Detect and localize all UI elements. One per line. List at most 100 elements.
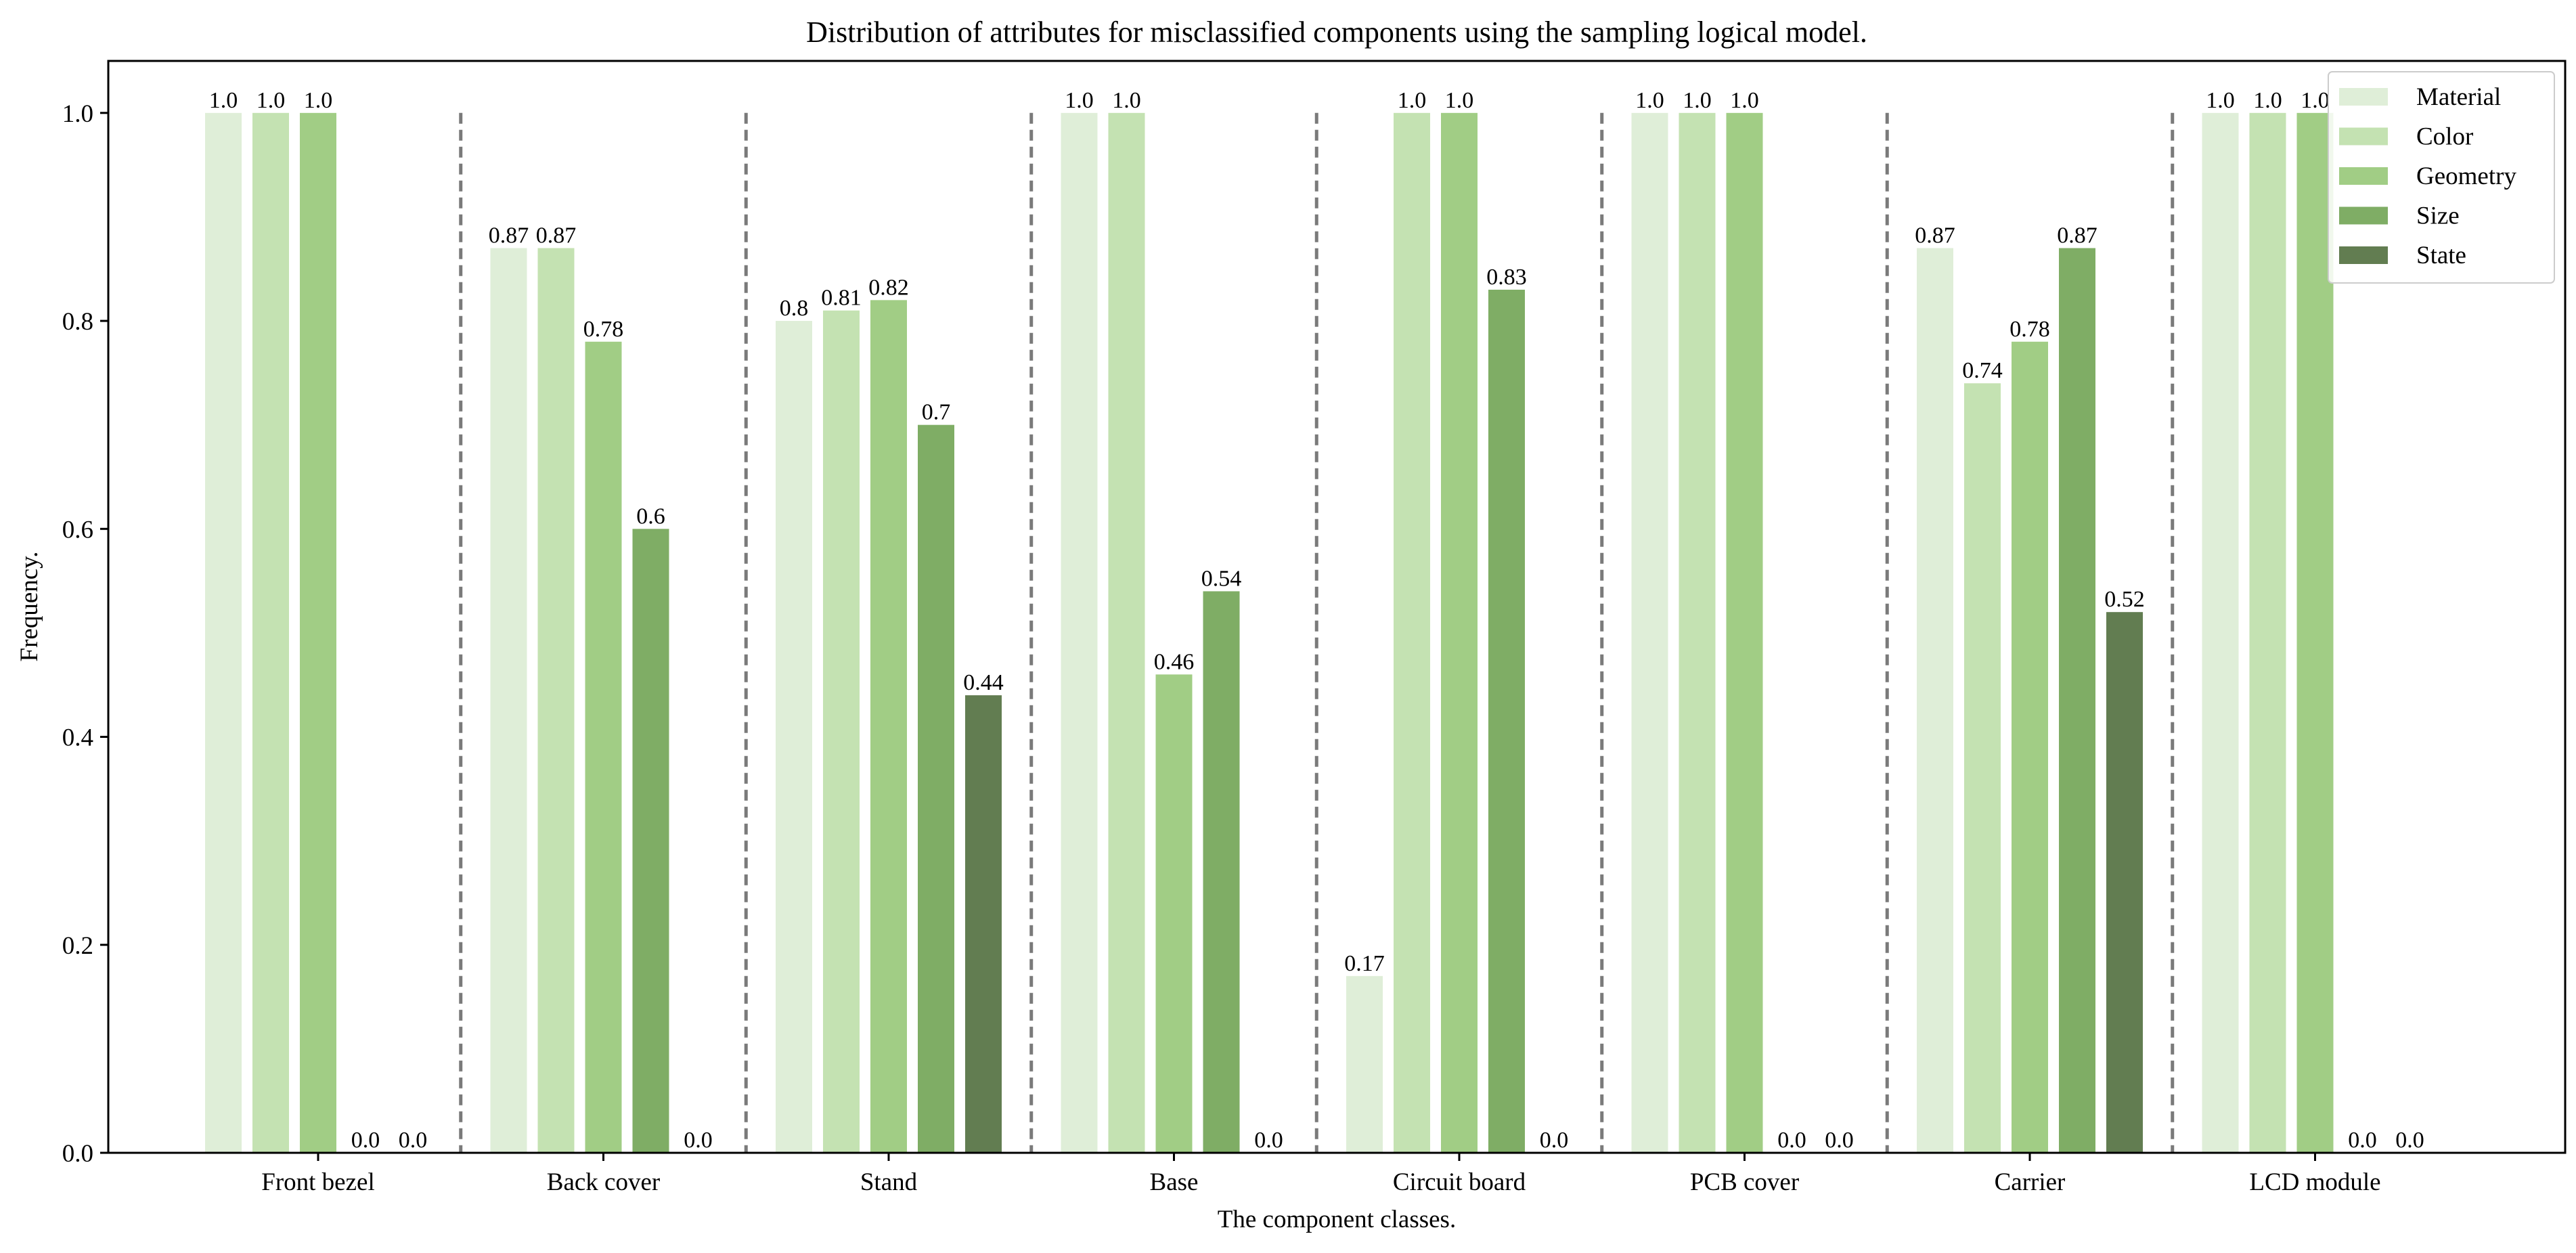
data-label: 0.87 xyxy=(1915,223,1955,248)
bar xyxy=(2106,612,2143,1153)
bar xyxy=(1726,112,1763,1153)
legend-label: Color xyxy=(2416,123,2473,151)
x-tick-label: LCD module xyxy=(2249,1168,2380,1196)
bar xyxy=(490,248,527,1153)
y-tick-label: 0.8 xyxy=(62,308,93,336)
data-label: 0.6 xyxy=(636,504,665,529)
data-label: 1.0 xyxy=(1445,88,1474,113)
data-label: 1.0 xyxy=(1635,88,1664,113)
data-label: 1.0 xyxy=(2206,88,2235,113)
y-tick-label: 0.0 xyxy=(62,1140,93,1168)
data-label: 0.0 xyxy=(1777,1128,1806,1153)
data-label: 1.0 xyxy=(1112,88,1141,113)
bar xyxy=(1203,591,1240,1153)
bar xyxy=(2296,112,2334,1153)
x-tick-label: Circuit board xyxy=(1393,1168,1526,1196)
bar xyxy=(1917,248,1953,1153)
bar xyxy=(1155,674,1193,1153)
data-label: 0.54 xyxy=(1201,566,1242,591)
data-label: 1.0 xyxy=(1730,88,1759,113)
legend: Material Color Geometry Size State xyxy=(2328,71,2555,284)
data-label: 1.0 xyxy=(304,88,333,113)
y-tick-label: 0.6 xyxy=(62,516,93,544)
data-label: 1.0 xyxy=(1065,88,1094,113)
data-label: 0.83 xyxy=(1486,265,1527,290)
bar xyxy=(1488,289,1525,1153)
bar xyxy=(1108,112,1145,1153)
data-label: 0.0 xyxy=(1254,1128,1283,1153)
bar xyxy=(1964,383,2001,1153)
data-label: 0.46 xyxy=(1154,649,1195,674)
data-label: 0.87 xyxy=(489,223,529,248)
plot-frame xyxy=(107,60,2567,1154)
x-tick-label: Front bezel xyxy=(261,1168,374,1196)
data-label: 1.0 xyxy=(1398,88,1427,113)
data-label: 1.0 xyxy=(257,88,286,113)
data-label: 0.78 xyxy=(583,317,624,342)
data-label: 0.87 xyxy=(536,223,577,248)
bar xyxy=(2249,112,2286,1153)
data-label: 0.52 xyxy=(2104,587,2145,612)
data-label: 1.0 xyxy=(1683,88,1712,113)
data-label: 0.17 xyxy=(1344,951,1385,976)
data-label: 0.0 xyxy=(399,1128,428,1153)
y-tick-label: 0.4 xyxy=(62,724,93,752)
bar xyxy=(300,112,336,1153)
legend-label: State xyxy=(2416,242,2466,269)
bar xyxy=(252,112,289,1153)
x-tick-label: Stand xyxy=(860,1168,918,1196)
data-label: 0.0 xyxy=(2348,1128,2377,1153)
bar xyxy=(2059,248,2095,1153)
data-label: 1.0 xyxy=(209,88,238,113)
legend-label: Geometry xyxy=(2416,162,2516,190)
x-tick-label: Base xyxy=(1150,1168,1199,1196)
bar xyxy=(1441,112,1478,1153)
legend-swatch xyxy=(2339,246,2388,264)
data-label: 1.0 xyxy=(2301,88,2330,113)
bar xyxy=(1394,112,1430,1153)
bar xyxy=(2012,341,2048,1153)
data-label: 0.81 xyxy=(821,286,862,311)
x-tick-label: Back cover xyxy=(547,1168,660,1196)
data-label: 0.0 xyxy=(684,1128,713,1153)
data-label: 0.0 xyxy=(1540,1128,1569,1153)
bar xyxy=(632,529,669,1153)
bar xyxy=(2202,112,2239,1153)
data-label: 0.78 xyxy=(2009,317,2050,342)
x-tick-label: Carrier xyxy=(1995,1168,2066,1196)
legend-label: Material xyxy=(2416,83,2501,111)
data-label: 0.0 xyxy=(2395,1128,2424,1153)
data-label: 0.74 xyxy=(1962,358,2003,383)
bar xyxy=(965,695,1002,1153)
x-tick-label: PCB cover xyxy=(1690,1168,1799,1196)
plot-area: 1.0 0.87 0.8 1.0 0.17 1.0 0.87 1.0 1.0 0.87 0.81 1.… xyxy=(205,88,2424,1153)
bar xyxy=(537,248,575,1153)
bar xyxy=(823,310,860,1153)
data-label: 0.44 xyxy=(963,670,1004,695)
data-label: 0.87 xyxy=(2057,223,2097,248)
bar xyxy=(1061,112,1098,1153)
bar xyxy=(1679,112,1716,1153)
bar xyxy=(585,341,622,1153)
legend-box xyxy=(2328,71,2555,284)
bar xyxy=(205,112,242,1153)
chart-title: Distribution of attributes for misclassi… xyxy=(806,16,1867,49)
bar xyxy=(776,321,812,1153)
data-label: 0.0 xyxy=(1825,1128,1854,1153)
legend-swatch xyxy=(2339,88,2388,106)
data-label: 0.8 xyxy=(780,296,809,321)
y-tick-label: 1.0 xyxy=(62,100,93,128)
legend-swatch xyxy=(2339,127,2388,146)
bar xyxy=(1631,112,1668,1153)
legend-swatch xyxy=(2339,206,2388,225)
y-axis-label: Frequency. xyxy=(16,551,43,661)
x-axis-label: The component classes. xyxy=(1218,1206,1456,1233)
bar xyxy=(870,300,907,1153)
data-label: 0.0 xyxy=(351,1128,380,1153)
axes: 0.0 0.2 0.4 0.6 0.8 1.0 Front bezel Back cover S… xyxy=(62,100,2381,1196)
legend-label: Size xyxy=(2416,202,2460,230)
data-label: 1.0 xyxy=(2253,88,2282,113)
